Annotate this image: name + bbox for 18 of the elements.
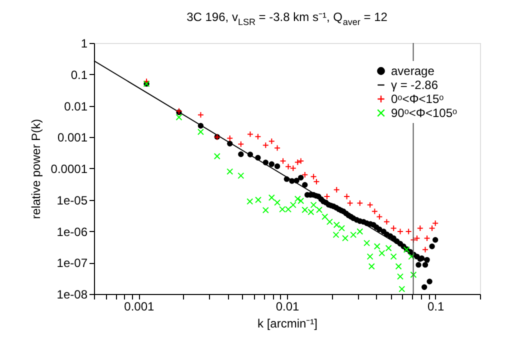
y-tick-label: 0.0001 xyxy=(50,162,88,176)
legend-label: average xyxy=(391,64,435,78)
x-axis-title: k [arcmin⁻¹] xyxy=(257,316,318,330)
y-tick-label: 1 xyxy=(80,36,88,50)
y-tick-label: 1e-06 xyxy=(56,224,88,239)
legend-label: 0ᵒ<Φ<15ᵒ xyxy=(391,92,444,106)
y-tick-label: 1e-08 xyxy=(56,288,88,302)
y-tick-label: 0.1 xyxy=(70,68,88,82)
y-tick-label: 1e-05 xyxy=(56,193,88,208)
y-axis-title: relative power P(k) xyxy=(28,118,43,220)
legend-label: γ = -2.86 xyxy=(391,78,438,92)
y-tick-label: 0.01 xyxy=(64,99,88,114)
legend-label: 90ᵒ<Φ<105ᵒ xyxy=(391,106,458,120)
x-tick-label: 0.01 xyxy=(276,300,300,314)
y-tick-label: 0.001 xyxy=(57,130,88,145)
x-tick-label: 0.001 xyxy=(124,300,154,314)
y-tick-label: 1e-07 xyxy=(56,256,88,270)
x-tick-label: 0.1 xyxy=(428,300,445,314)
